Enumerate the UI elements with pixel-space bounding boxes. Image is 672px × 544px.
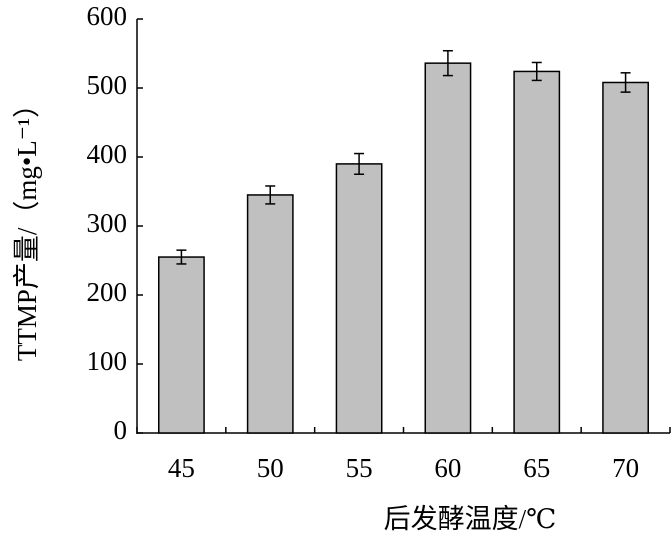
x-tick-label: 70 xyxy=(612,453,639,483)
bar xyxy=(158,256,205,434)
y-tick-label: 300 xyxy=(87,208,128,238)
x-tick-label: 55 xyxy=(346,453,373,483)
x-tick-label: 60 xyxy=(434,453,461,483)
y-tick-label: 600 xyxy=(87,1,128,31)
bar xyxy=(424,62,472,434)
x-axis-label: 后发酵温度/℃ xyxy=(384,504,557,534)
x-tick-label: 65 xyxy=(523,453,550,483)
x-tick-label: 45 xyxy=(168,453,195,483)
y-tick-label: 400 xyxy=(87,139,128,169)
y-axis-label: TTMP产量/（mg•L⁻¹） xyxy=(12,91,42,361)
bar xyxy=(335,163,383,434)
y-tick-label: 500 xyxy=(87,70,128,100)
bar xyxy=(602,81,649,434)
y-tick-label: 200 xyxy=(87,277,128,307)
y-tick-label: 100 xyxy=(87,346,128,376)
bar xyxy=(246,194,294,434)
x-tick-label: 50 xyxy=(257,453,284,483)
bar xyxy=(513,70,561,434)
y-tick-label: 0 xyxy=(114,415,128,445)
